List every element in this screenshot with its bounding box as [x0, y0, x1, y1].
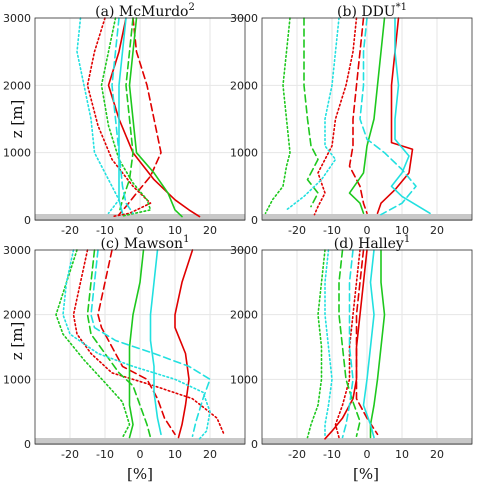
x-tick-label: 10 — [168, 224, 182, 237]
panel-halley: -20 -10 0 10 20 0 1000 2000 3000 (d) Halley1 — [230, 234, 473, 461]
series-line-cyan-dashed — [90, 249, 211, 437]
x-tick-label: -20 — [288, 224, 306, 237]
panel-title: (d) Halley1 — [334, 234, 410, 252]
x-tick-label: 0 — [364, 224, 371, 237]
ground-bar — [262, 214, 472, 221]
series-line-green-solid — [128, 249, 145, 439]
axes-frame — [34, 17, 246, 221]
y-tick-label: 1000 — [3, 147, 31, 160]
panel-title: (b) DDU*1 — [337, 2, 407, 20]
y-tick-label: 2000 — [3, 79, 31, 92]
x-tick-label: 0 — [137, 448, 144, 461]
x-tick-label: 0 — [137, 224, 144, 237]
series-line-red-dotted — [313, 17, 358, 216]
x-tick-label: 20 — [430, 224, 444, 237]
y-tick-label: 2000 — [3, 309, 31, 322]
series-line-cyan-solid — [149, 249, 162, 436]
y-tick-label: 2000 — [230, 79, 258, 92]
x-tick-label: -10 — [323, 224, 341, 237]
ground-bar — [262, 438, 472, 445]
series-line-green-solid — [348, 17, 386, 215]
series-line-red-dashed — [97, 249, 176, 436]
y-tick-label: 3000 — [230, 12, 258, 25]
ylabel-top: z [m] — [8, 100, 26, 139]
series-line-green-solid — [128, 17, 183, 218]
x-tick-label: 20 — [203, 224, 217, 237]
ylabel-bottom: z [m] — [8, 322, 26, 361]
series-line-red-dotted — [334, 249, 361, 439]
axes-frame — [261, 17, 473, 221]
y-tick-label: 0 — [251, 438, 258, 451]
series-line-red-dotted — [86, 17, 152, 218]
ground-bar — [35, 438, 245, 445]
series-line-green-dashed — [118, 17, 134, 215]
x-tick-label: 0 — [364, 448, 371, 461]
series-line-green-solid — [369, 249, 386, 439]
series-line-green-dashed — [303, 17, 319, 208]
panel-ddu: -20 -10 0 10 20 0 1000 2000 3000 (b) DDU*1 — [230, 2, 473, 237]
x-tick-label: -20 — [61, 224, 79, 237]
series-line-cyan-dashed — [341, 249, 354, 439]
y-tick-label: 1000 — [230, 147, 258, 160]
axes-frame — [261, 249, 473, 445]
series-line-red-dashed — [355, 249, 379, 436]
series-line-cyan-dashed — [111, 17, 134, 215]
x-tick-label: -10 — [96, 224, 114, 237]
x-tick-label: 10 — [395, 448, 409, 461]
series-line-cyan-dotted — [285, 17, 340, 211]
panel-title: (c) Mawson1 — [101, 234, 190, 252]
series-line-cyan-dotted — [62, 249, 211, 440]
y-tick-label: 3000 — [3, 12, 31, 25]
axes-frame — [34, 249, 246, 445]
x-tick-label: 10 — [395, 224, 409, 237]
series-line-red-dashed — [118, 17, 162, 216]
panel-title: (a) McMurdo2 — [95, 2, 195, 20]
xlabel-right: [%] — [353, 465, 379, 483]
x-tick-label: -10 — [323, 448, 341, 461]
series-line-red-dashed — [348, 17, 368, 215]
series-line-green-dashed — [338, 249, 361, 437]
series-line-green-dotted — [55, 249, 131, 439]
series-line-cyan-solid — [118, 17, 127, 215]
x-tick-label: -20 — [288, 448, 306, 461]
y-tick-label: 1000 — [3, 373, 31, 386]
series-line-cyan-dotted — [76, 17, 120, 215]
y-tick-label: 2000 — [230, 309, 258, 322]
x-tick-label: -20 — [61, 448, 79, 461]
y-tick-label: 3000 — [230, 244, 258, 257]
y-tick-label: 0 — [24, 438, 31, 451]
series-line-red-solid — [174, 249, 194, 439]
x-tick-label: 20 — [203, 448, 217, 461]
series-line-cyan-solid — [362, 249, 375, 439]
y-tick-label: 0 — [24, 214, 31, 227]
panel-mawson: -20 -10 0 10 20 0 1000 2000 3000 (c) Mawson1 — [3, 234, 246, 461]
series-line-green-dashed — [86, 249, 152, 439]
series-line-red-dotted — [72, 249, 225, 436]
panel-mcmurdo: -20 -10 0 10 20 0 1000 2000 3000 (a) McMurdo2 — [3, 2, 246, 237]
ground-bar — [35, 214, 245, 221]
xlabel-left: [%] — [127, 465, 153, 483]
series-line-green-dotted — [264, 17, 291, 215]
x-tick-label: -10 — [96, 448, 114, 461]
x-tick-label: 20 — [430, 448, 444, 461]
y-tick-label: 0 — [251, 214, 258, 227]
series-line-cyan-dotted — [324, 249, 333, 439]
series-line-cyan-solid — [390, 17, 431, 215]
series-line-green-dotted — [306, 249, 326, 439]
x-tick-label: 10 — [168, 448, 182, 461]
series-line-red-solid — [376, 17, 414, 215]
series-line-red-solid — [324, 249, 368, 440]
y-tick-label: 3000 — [3, 244, 31, 257]
y-tick-label: 1000 — [230, 373, 258, 386]
series-line-cyan-dashed — [359, 17, 417, 216]
